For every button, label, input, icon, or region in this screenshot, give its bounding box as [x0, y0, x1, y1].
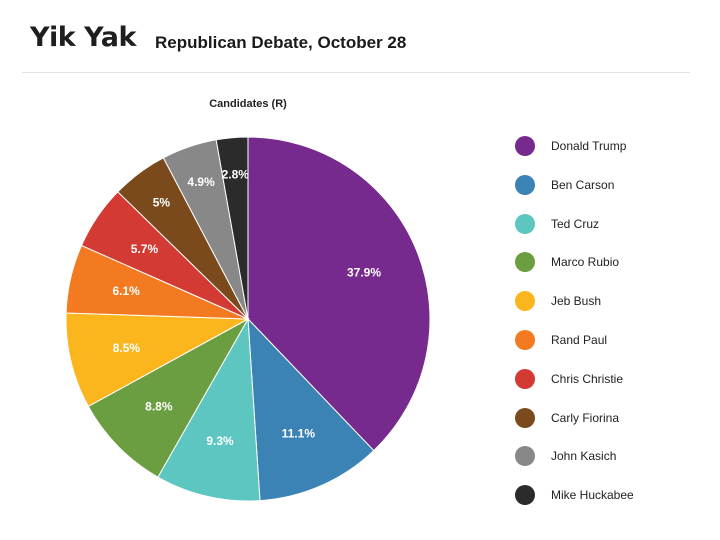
legend-label: Jeb Bush	[551, 294, 602, 309]
legend-swatch	[515, 213, 535, 234]
legend-swatch	[515, 291, 535, 312]
legend-swatch	[515, 446, 535, 467]
legend-swatch	[515, 485, 535, 506]
yik-yak-logo: Yik Yak	[30, 22, 136, 53]
slice-data-label: 5.7%	[131, 242, 159, 256]
legend-label: Mike Huckabee	[551, 488, 634, 503]
slice-data-label: 8.8%	[145, 400, 173, 414]
slice-data-label: 37.9%	[347, 265, 381, 279]
legend-label: Ted Cruz	[551, 216, 600, 231]
legend-label: Donald Trump	[551, 139, 627, 153]
slice-data-label: 9.3%	[206, 434, 234, 448]
legend-item: Marco Rubio	[515, 252, 705, 273]
pie-slice-marco-rubio	[87, 317, 250, 478]
legend-label: John Kasich	[551, 449, 617, 464]
legend-swatch	[515, 174, 535, 195]
legend-item: Carly Fiorina	[515, 407, 705, 428]
slice-data-label: 11.1%	[282, 426, 316, 440]
legend-item: Rand Paul	[515, 330, 705, 350]
page-title: Republican Debate, October 28	[155, 33, 407, 52]
legend-swatch	[515, 252, 535, 273]
pie-slice-jeb-bush	[65, 312, 250, 408]
legend-swatch	[515, 330, 535, 350]
header-divider	[22, 72, 690, 73]
legend-label: Chris Christie	[551, 371, 624, 386]
legend-item: Jeb Bush	[515, 291, 705, 312]
pie-slice-mike-huckabee	[215, 136, 249, 320]
legend-swatch	[515, 136, 535, 156]
slice-data-label: 5%	[153, 196, 171, 210]
legend-label: Ben Carson	[551, 177, 615, 192]
pie-slice-donald-trump	[247, 136, 431, 452]
slice-data-label: 6.1%	[112, 284, 140, 298]
pie-slice-ben-carson	[247, 317, 375, 502]
legend-item: Ted Cruz	[515, 213, 705, 234]
legend-item: Chris Christie	[515, 368, 705, 389]
slice-data-label: 4.9%	[187, 175, 215, 189]
legend-swatch	[515, 407, 535, 428]
legend-item: John Kasich	[515, 446, 705, 467]
legend-label: Marco Rubio	[551, 255, 620, 270]
legend-item: Mike Huckabee	[515, 485, 705, 506]
chart-title: Candidates (R)	[209, 98, 287, 110]
legend-item: Donald Trump	[515, 136, 705, 156]
slice-data-label: 2.8%	[222, 168, 250, 182]
legend-item: Ben Carson	[515, 174, 705, 195]
legend-swatch	[515, 368, 535, 389]
slice-data-label: 8.5%	[113, 341, 141, 355]
pie-slice-ted-cruz	[157, 317, 261, 502]
legend-label: Carly Fiorina	[551, 410, 620, 425]
legend-label: Rand Paul	[551, 333, 608, 347]
